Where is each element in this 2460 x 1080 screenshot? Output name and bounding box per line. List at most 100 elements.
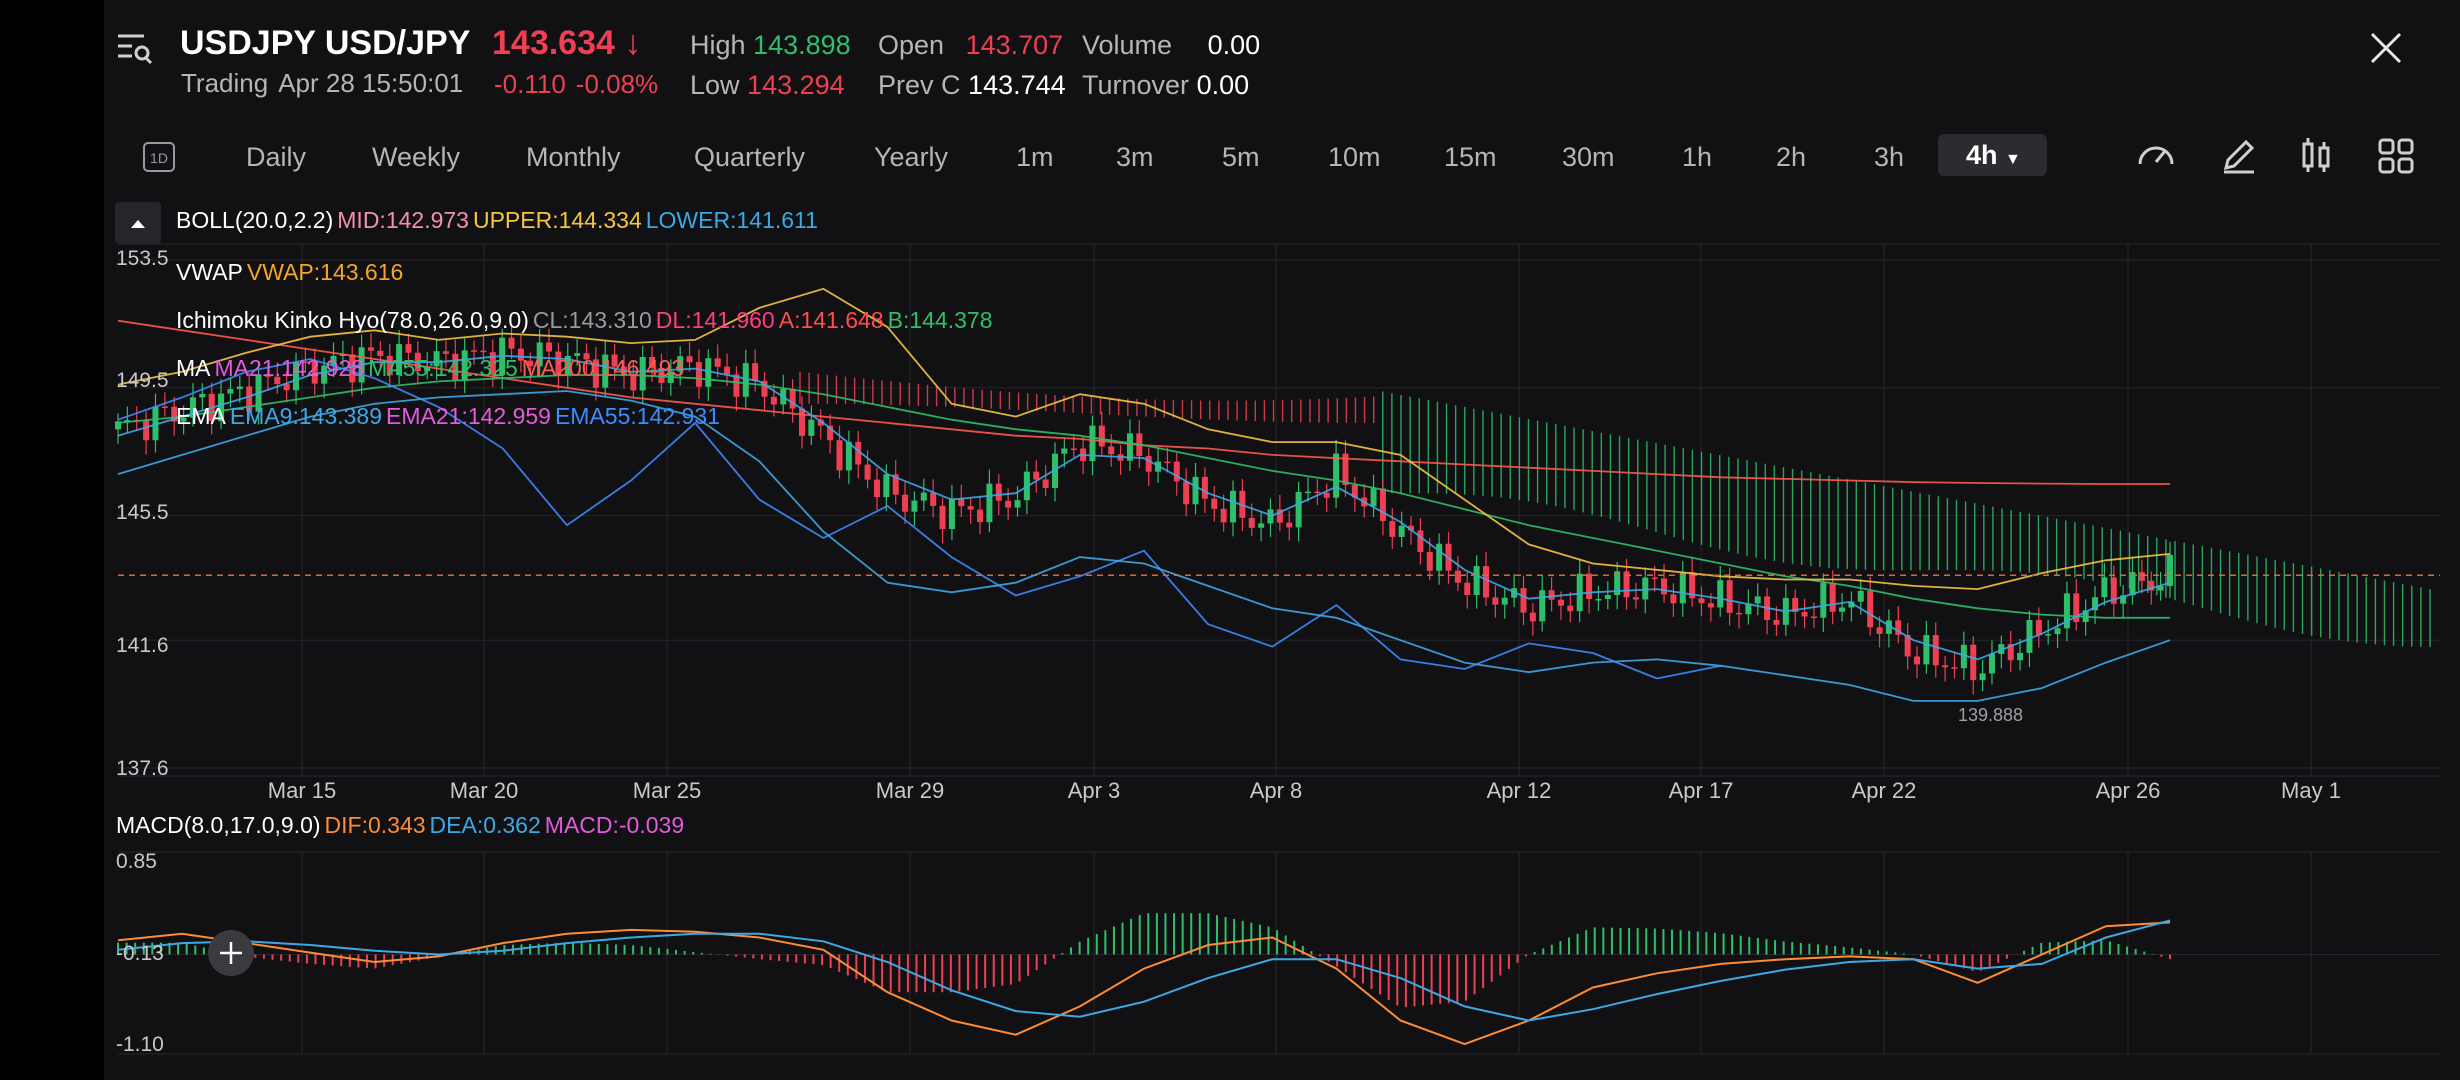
quote-header: USDJPY USD/JPY Trading Apr 28 15:50:01 14…: [104, 0, 2460, 130]
candle-body: [1679, 572, 1686, 604]
ichimoku-legend[interactable]: Ichimoku Kinko Hyo(78.0,26.0,9.0) CL:143.…: [176, 307, 996, 334]
grid-layout-icon[interactable]: [2374, 134, 2418, 178]
candle-body: [1604, 595, 1611, 599]
candle-body: [218, 393, 225, 422]
tf-yearly[interactable]: Yearly: [874, 142, 949, 172]
x-tick-9: Apr 26: [2095, 778, 2161, 803]
tf-quarterly[interactable]: Quarterly: [694, 142, 806, 172]
tf-10m[interactable]: 10m: [1328, 142, 1381, 172]
tf-3m[interactable]: 3m: [1116, 142, 1154, 172]
candle-body: [143, 420, 150, 441]
x-tick-2: Mar 25: [632, 778, 702, 803]
macd-y-tick-2: -1.10: [116, 1033, 164, 1056]
candle-body: [321, 365, 328, 384]
candle-body: [293, 361, 300, 391]
candle-body: [1689, 572, 1696, 599]
stat-turnover: Turnover 0.00: [1082, 70, 1249, 101]
symbol-title: USDJPY USD/JPY: [180, 24, 471, 62]
candle-body: [1089, 425, 1096, 462]
candle-body: [1398, 525, 1405, 537]
stat-prevc: Prev C 143.744: [878, 70, 1066, 101]
overlay-line-boll-lower: [117, 390, 2171, 702]
speedometer-icon[interactable]: [2134, 134, 2178, 178]
candle-body: [920, 492, 927, 501]
candle-body: [2129, 572, 2136, 596]
boll-mid: MID:142.973: [337, 207, 469, 233]
candlestick-type-icon[interactable]: [2294, 134, 2338, 178]
candle-body: [808, 419, 815, 436]
candle-body: [742, 363, 749, 397]
tf-weekly[interactable]: Weekly: [372, 142, 461, 172]
candle-body: [1661, 578, 1668, 595]
ema-legend[interactable]: EMA EMA9:143.389 EMA21:142.959 EMA55:142.93…: [176, 403, 724, 430]
candle-body: [1539, 590, 1546, 622]
ma55-value: MA55:142.325: [368, 355, 518, 381]
vwap-legend[interactable]: VWAP VWAP:143.616: [176, 259, 407, 286]
calendar-1d-icon[interactable]: 1D: [142, 140, 176, 174]
candle-body: [1211, 498, 1218, 509]
candle-body: [189, 397, 196, 418]
candle-body: [592, 359, 599, 388]
candle-body: [1295, 491, 1302, 528]
tf-daily[interactable]: Daily: [246, 142, 307, 172]
candle-body: [939, 505, 946, 530]
candle-body: [1201, 476, 1208, 499]
boll-legend[interactable]: BOLL(20.0,2.2) MID:142.973 UPPER:144.334 LO…: [176, 207, 822, 234]
status-label: Trading: [181, 68, 269, 98]
ema-name: EMA: [176, 403, 226, 429]
collapse-indicators-button[interactable]: [115, 202, 161, 244]
tf-15m[interactable]: 15m: [1444, 142, 1497, 172]
candle-body: [958, 498, 965, 507]
candle-body: [1820, 582, 1827, 618]
stat-open-label: Open: [878, 30, 945, 60]
tf-2h[interactable]: 2h: [1776, 142, 1807, 172]
close-icon[interactable]: [2366, 28, 2406, 68]
candle-body: [1126, 433, 1133, 461]
macd-dea: DEA:0.362: [429, 812, 541, 838]
ma-name: MA: [176, 355, 211, 381]
candle-body: [677, 356, 684, 372]
add-crosshair-button[interactable]: [208, 930, 254, 976]
vwap-value: VWAP:143.616: [246, 259, 404, 285]
pencil-draw-icon[interactable]: [2216, 134, 2260, 178]
candle-body: [1801, 612, 1808, 617]
candle-body: [1557, 599, 1564, 606]
candle-body: [1164, 461, 1171, 464]
candle-body: [817, 419, 824, 426]
candle-body: [770, 396, 777, 405]
candle-body: [2138, 572, 2145, 581]
candle-body: [527, 360, 534, 367]
macd-dif: DIF:0.343: [324, 812, 426, 838]
candle-body: [1005, 500, 1012, 508]
tf-monthly[interactable]: Monthly: [526, 142, 621, 172]
candle-body: [911, 500, 918, 512]
caret-up-icon: [131, 220, 145, 228]
candle-body: [948, 498, 955, 530]
candle-body: [1370, 488, 1377, 507]
candle-body: [986, 483, 993, 523]
ichimoku-b: B:144.378: [887, 307, 993, 333]
tf-5m[interactable]: 5m: [1222, 142, 1260, 172]
tf-1m[interactable]: 1m: [1016, 142, 1054, 172]
tf-4h[interactable]: 4h ▼: [1938, 134, 2047, 176]
ma-legend[interactable]: MA MA21:142.928 MA55:142.325 MA200:146.493: [176, 355, 688, 382]
candle-body: [461, 350, 468, 381]
macd-legend[interactable]: MACD(8.0,17.0,9.0) DIF:0.343 DEA:0.362 MACD…: [116, 812, 688, 839]
boll-lower: LOWER:141.611: [645, 207, 818, 233]
stat-volume-value: 0.00: [1207, 30, 1261, 60]
stat-prevc-label: Prev C: [878, 70, 961, 100]
candle-body: [1230, 490, 1237, 523]
candle-body: [517, 348, 524, 361]
tf-30m[interactable]: 30m: [1562, 142, 1615, 172]
overlay-line-ma55: [117, 374, 2170, 619]
y-tick-3: 141.6: [116, 634, 169, 657]
plus-icon: [220, 942, 242, 964]
candle-body: [630, 375, 637, 391]
candle-body: [1061, 448, 1068, 454]
ema9-value: EMA9:143.389: [229, 403, 383, 429]
boll-name: BOLL(20.0,2.2): [176, 207, 334, 233]
tf-3h[interactable]: 3h: [1874, 142, 1905, 172]
list-search-icon[interactable]: [114, 28, 154, 68]
tf-1h[interactable]: 1h: [1682, 142, 1713, 172]
